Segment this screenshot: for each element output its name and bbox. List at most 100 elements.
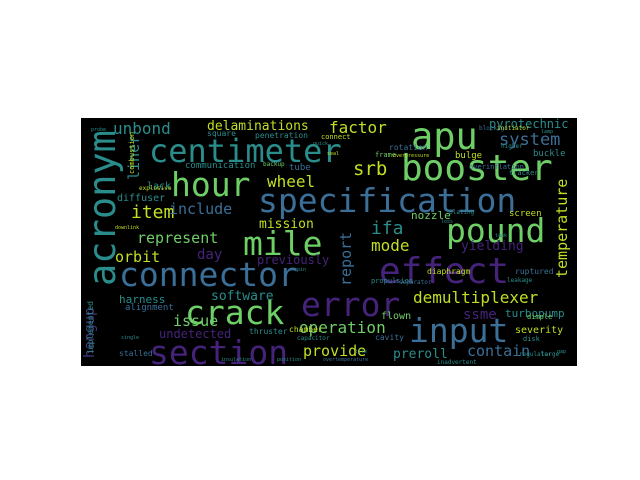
word-mode: mode (371, 236, 410, 255)
word-plating: plating (449, 209, 475, 216)
word-frame: frame (375, 151, 397, 159)
word-wheel: wheel (267, 172, 316, 191)
word-operation: operation (299, 318, 386, 337)
word-square: square (207, 129, 236, 138)
word-cavity: cavity (375, 333, 404, 342)
word-connector: connector (119, 255, 298, 294)
word-harness: harness (119, 293, 166, 306)
word-overinflation: overinflation (469, 163, 524, 171)
word-input: input (409, 311, 509, 350)
word-delaminations: delaminations (207, 119, 309, 134)
word-srb: srb (353, 158, 388, 180)
word-blockage: blockage (479, 125, 508, 132)
word-hour: hour (171, 165, 251, 204)
word-centimeter: centimeter (149, 132, 342, 170)
word-quick: quick (313, 141, 329, 147)
word-screen: screen (509, 209, 542, 219)
word-pin: pin (297, 267, 307, 273)
word-undetected: undetected (159, 327, 232, 341)
word-item: item (131, 202, 175, 223)
word-provide: provide (303, 342, 367, 360)
word-pyrotechnic: pyrotechnic (489, 118, 569, 131)
word-crack: crack (185, 293, 285, 332)
word-orbit: orbit (115, 248, 161, 266)
word-higher: higher (501, 143, 523, 150)
word-nozzle: nozzle (411, 209, 451, 222)
word-effect: effect (379, 251, 510, 292)
word-contain: contain (467, 342, 531, 360)
word-alignment: alignment (125, 303, 174, 313)
word-preroll: preroll (393, 347, 448, 362)
word-backup: backup (263, 161, 285, 168)
word-pound: pound (446, 211, 546, 250)
word-day: day (197, 247, 223, 263)
word-bulge: bulge (455, 151, 483, 161)
word-inadvertent: inadvertent (437, 359, 477, 366)
word-demultiplexer: demultiplexer (413, 288, 539, 307)
word-stalled: stalled (119, 349, 153, 358)
word-mission: mission (259, 217, 314, 232)
word-penetration: penetration (255, 131, 308, 140)
word-disk: disk (523, 335, 540, 343)
word-ssme: ssme (463, 307, 497, 323)
word-represent: represent (137, 229, 219, 247)
word-communication: communication (185, 161, 256, 171)
word-dimple: dimple (527, 313, 553, 321)
word-include: include (169, 200, 233, 218)
word-turbopump: turbopump (505, 307, 565, 320)
word-ifa: ifa (371, 218, 404, 239)
word-apu: apu (411, 118, 478, 158)
word-tracker: tracker (509, 169, 539, 177)
word-connect: connect (321, 133, 351, 141)
word-overtemperature: overtemperature (323, 357, 369, 363)
word-initiator: initiator (497, 125, 530, 132)
word-tank: tank (495, 233, 508, 239)
word-capacitor: capacitor (297, 335, 330, 342)
word-chamber: chamber (289, 325, 323, 334)
word-yielding: yielding (461, 239, 524, 254)
word-report: report (337, 231, 355, 286)
word-tile: tile (355, 349, 368, 355)
word-single: single (121, 335, 140, 341)
word-regulator: regulator (519, 351, 552, 358)
word-factor: factor (329, 118, 387, 137)
word-booster: booster (401, 148, 553, 189)
word-large: large (541, 351, 560, 358)
word-specification: specification (258, 181, 517, 220)
word-implemented: implemented (86, 301, 95, 354)
word-position: position (277, 357, 302, 363)
word-loss: loss (441, 219, 454, 225)
word-insulation: insulation (221, 357, 252, 363)
word-severity: severity (515, 325, 564, 336)
word-probe: probe (91, 127, 107, 133)
word-flown: flown (381, 311, 412, 322)
word-buckle: buckle (533, 149, 566, 159)
word-error: error (301, 285, 401, 324)
word-system: system (499, 130, 561, 150)
word-lack: lack (147, 181, 172, 192)
word-ruptured: ruptured (515, 267, 554, 276)
word-thruster: thruster (249, 327, 288, 336)
word-separator: separator (399, 279, 432, 286)
word-previously: previously (257, 253, 330, 267)
word-seal: seal (327, 151, 340, 157)
word-explosive: explosive (139, 185, 172, 192)
word-unbond: unbond (113, 119, 171, 138)
word-mile: mile (243, 224, 323, 263)
word-temperature: temperature (553, 178, 571, 278)
word-diaphragm: diaphragm (427, 267, 471, 276)
word-overpressure: overpressure (393, 153, 430, 159)
word-downlink: downlink (115, 225, 140, 231)
word-cloud: apu centimeter booster hour specificatio… (81, 118, 577, 366)
word-lamp: lamp (541, 129, 554, 135)
word-leakage: leakage (507, 277, 533, 284)
word-diffuser: diffuser (117, 193, 166, 204)
word-rotation: rotation (389, 143, 428, 152)
word-propulsion: propulsion (371, 277, 414, 285)
word-combustion: combustion (128, 131, 136, 174)
word-software: software (211, 289, 274, 304)
word-section: section (149, 333, 289, 366)
word-gap: gap (557, 349, 567, 355)
word-issue: issue (173, 312, 219, 330)
word-tube: tube (289, 163, 311, 173)
